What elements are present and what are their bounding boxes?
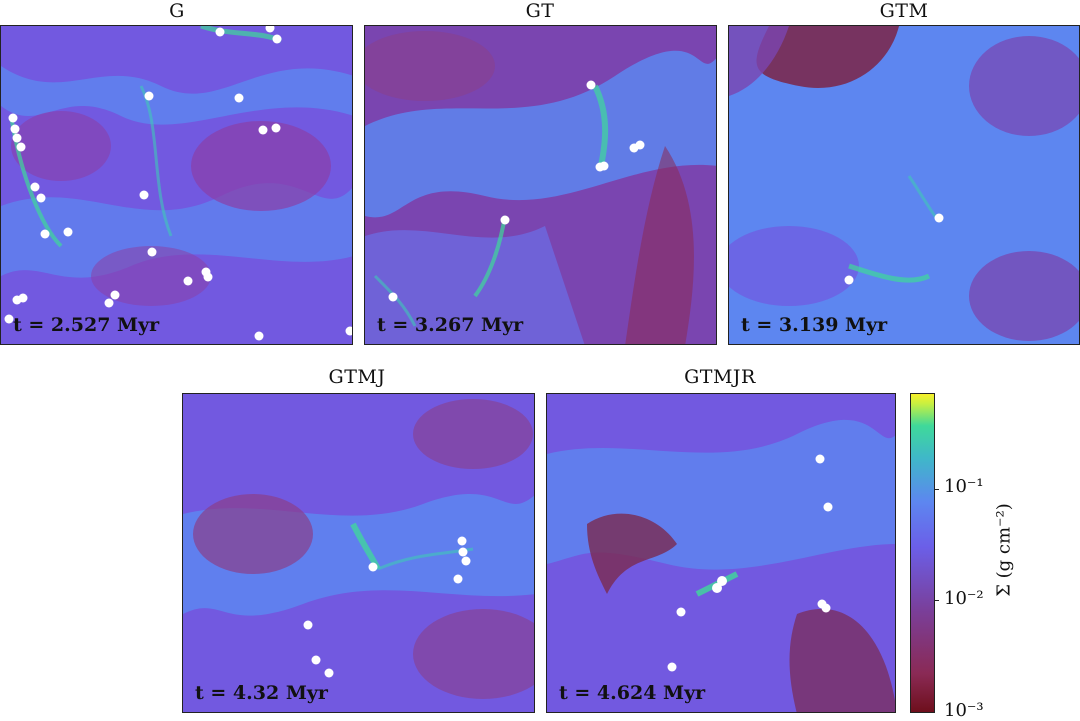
panel-g: t = 2.527 Myr bbox=[0, 25, 353, 345]
panel-title-gtmjr: GTMJR bbox=[684, 366, 756, 388]
panel-gtmjr: t = 4.624 Myr bbox=[546, 393, 896, 713]
colorbar-tick-1 bbox=[934, 489, 939, 490]
density-map-gtm bbox=[729, 26, 1079, 344]
panel-title-gt: GT bbox=[525, 0, 555, 22]
colorbar bbox=[910, 393, 935, 713]
colorbar-tick-label-3: 10⁻³ bbox=[944, 700, 984, 721]
panel-gtm: t = 3.139 Myr bbox=[728, 25, 1080, 345]
time-label-gtmj: t = 4.32 Myr bbox=[195, 682, 328, 704]
panel-gtmj: t = 4.32 Myr bbox=[182, 393, 535, 713]
time-label-gtmjr: t = 4.624 Myr bbox=[559, 682, 706, 704]
colorbar-label: Σ (g cm⁻²) bbox=[993, 503, 1015, 597]
panel-gt: t = 3.267 Myr bbox=[364, 25, 717, 345]
density-map-gtmjr bbox=[547, 394, 895, 712]
colorbar-tick-label-2: 10⁻² bbox=[944, 588, 984, 609]
density-map-g bbox=[1, 26, 352, 344]
panel-title-gtmj: GTMJ bbox=[328, 366, 386, 388]
density-map-gt bbox=[365, 26, 716, 344]
colorbar-tick-label-1: 10⁻¹ bbox=[944, 476, 984, 497]
time-label-gt: t = 3.267 Myr bbox=[377, 314, 524, 336]
colorbar-tick-2 bbox=[934, 600, 939, 601]
panel-title-gtm: GTM bbox=[879, 0, 929, 22]
panel-title-g: G bbox=[169, 0, 185, 22]
time-label-g: t = 2.527 Myr bbox=[13, 314, 160, 336]
density-map-gtmj bbox=[183, 394, 534, 712]
time-label-gtm: t = 3.139 Myr bbox=[741, 314, 888, 336]
